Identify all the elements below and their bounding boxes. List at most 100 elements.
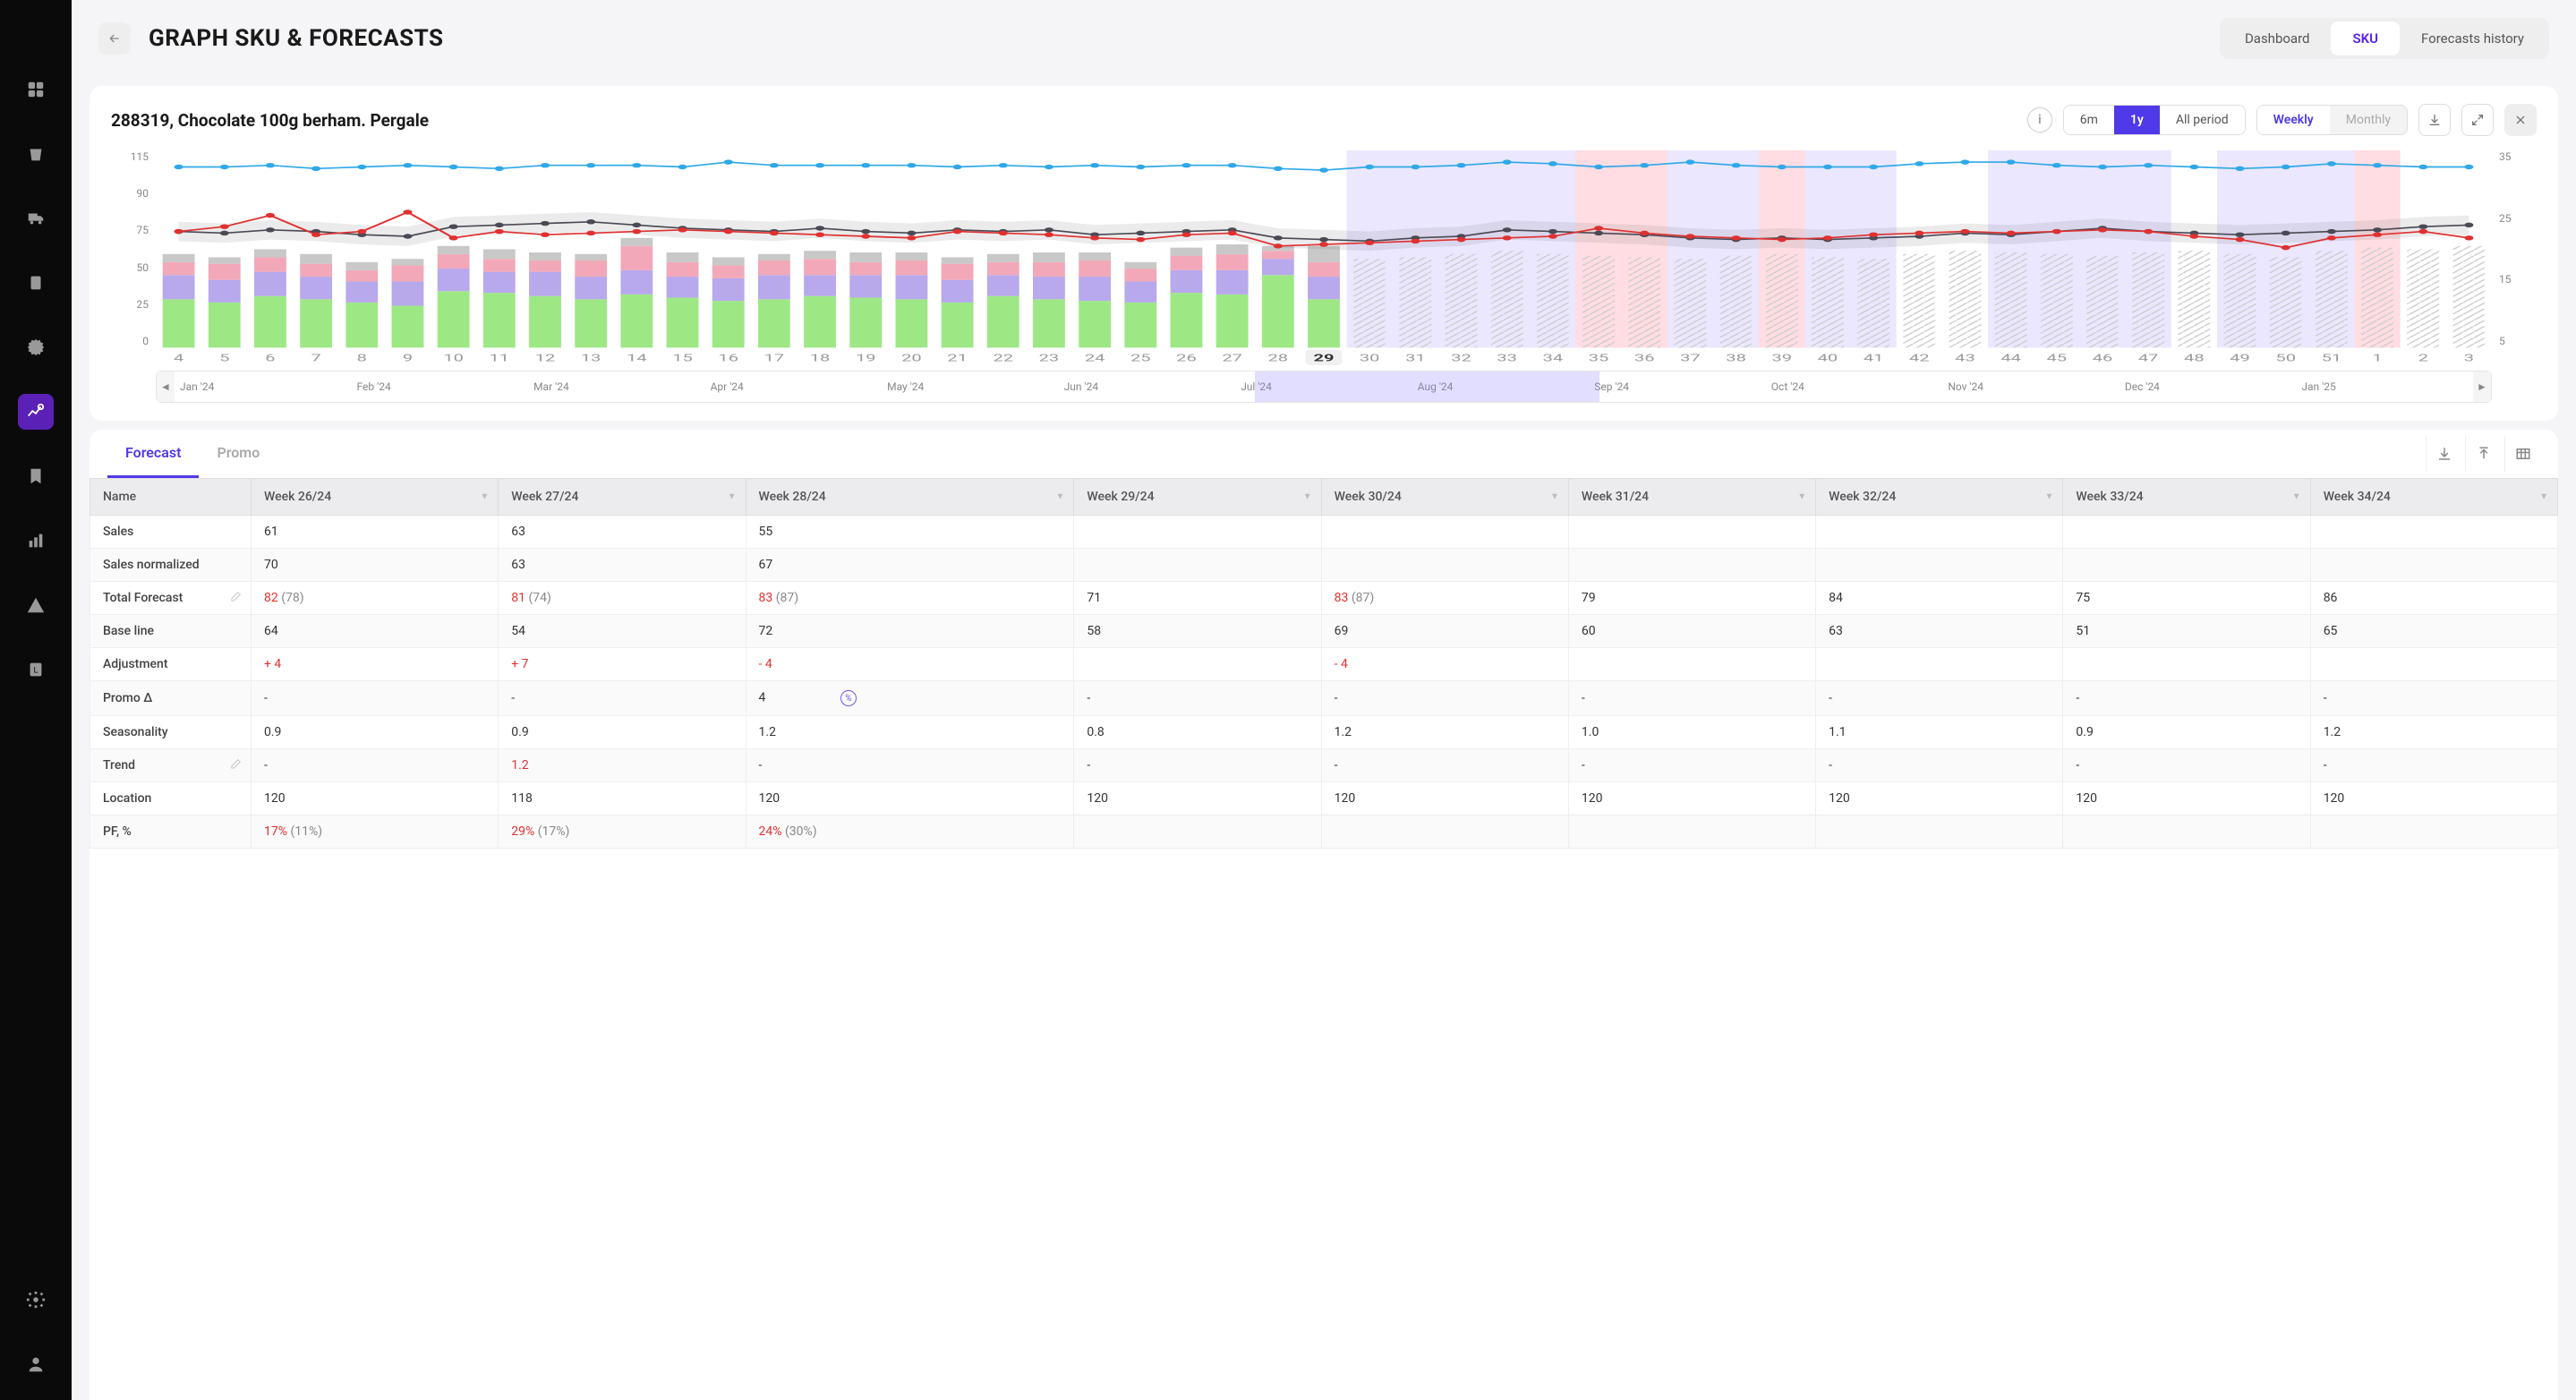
nav-bookmark-icon[interactable]: [18, 458, 54, 494]
table-cell: 4 %: [746, 681, 1074, 716]
period-segment: 6m 1y All period: [2063, 105, 2246, 135]
nav-user-icon[interactable]: [18, 1346, 54, 1382]
table-cell: 120: [1074, 782, 1321, 815]
edit-icon[interactable]: [229, 758, 242, 774]
table-header[interactable]: Week 34/24▼: [2310, 479, 2557, 516]
edit-icon[interactable]: [229, 591, 242, 607]
table-cell: 1.0: [1568, 716, 1815, 749]
tab-forecast[interactable]: Forecast: [107, 430, 199, 478]
table-cell: 63: [499, 516, 746, 549]
table-cell: - 4: [746, 648, 1074, 681]
timeline-range[interactable]: [1255, 371, 1599, 402]
table-cell: [1816, 549, 2063, 582]
table-header[interactable]: Week 28/24▼: [746, 479, 1074, 516]
granularity-weekly[interactable]: Weekly: [2257, 106, 2330, 134]
tab-forecasts-history[interactable]: Forecasts history: [2400, 21, 2546, 55]
upload-icon[interactable]: [2465, 436, 2501, 472]
row-name: Sales normalized: [90, 549, 252, 582]
table-header[interactable]: Week 26/24▼: [252, 479, 499, 516]
period-1y[interactable]: 1y: [2114, 106, 2160, 134]
svg-text:50: 50: [2275, 353, 2296, 364]
svg-text:39: 39: [1771, 353, 1792, 364]
svg-text:L: L: [34, 667, 38, 676]
table-cell: 75: [2063, 582, 2310, 615]
table-cell: 65: [2310, 615, 2557, 648]
table-cell: 120: [252, 782, 499, 815]
svg-text:35: 35: [1589, 353, 1609, 364]
table-cell: 72: [746, 615, 1074, 648]
table-cell: -: [1568, 681, 1815, 716]
table-cell: [1816, 648, 2063, 681]
svg-text:49: 49: [2230, 353, 2250, 364]
table-cell: 71: [1074, 582, 1321, 615]
tab-promo[interactable]: Promo: [199, 430, 277, 478]
svg-text:16: 16: [718, 353, 738, 364]
chart-body[interactable]: 4567891011121314151617181920212223242526…: [156, 150, 2492, 365]
back-button[interactable]: [98, 22, 131, 55]
close-icon[interactable]: [2504, 104, 2537, 136]
table-header[interactable]: Week 30/24▼: [1321, 479, 1568, 516]
period-all[interactable]: All period: [2160, 106, 2245, 134]
timeline-next[interactable]: ►: [2473, 371, 2491, 402]
svg-text:36: 36: [1634, 353, 1655, 364]
granularity-monthly[interactable]: Monthly: [2330, 106, 2407, 134]
tab-dashboard[interactable]: Dashboard: [2223, 21, 2332, 55]
info-icon[interactable]: i: [2027, 107, 2052, 132]
table-header[interactable]: Name: [90, 479, 252, 516]
chart-svg: 4567891011121314151617181920212223242526…: [156, 150, 2492, 365]
table-cell: 118: [499, 782, 746, 815]
svg-text:34: 34: [1543, 353, 1564, 364]
export-icon[interactable]: [2426, 436, 2461, 472]
nav-logs-icon[interactable]: L: [18, 652, 54, 687]
table-cell: 63: [1816, 615, 2063, 648]
nav-bars-icon[interactable]: [18, 523, 54, 559]
table-row: Adjustment+ 4+ 7- 4- 4: [90, 648, 2558, 681]
svg-text:25: 25: [1130, 353, 1151, 364]
table-cell: 1.2: [2310, 716, 2557, 749]
table-cell: 51: [2063, 615, 2310, 648]
table-header[interactable]: Week 31/24▼: [1568, 479, 1815, 516]
table-cell: 63: [499, 549, 746, 582]
nav-alert-icon[interactable]: [18, 587, 54, 623]
svg-text:21: 21: [947, 353, 968, 364]
y-axis-right: 3525155: [2492, 150, 2537, 365]
download-icon[interactable]: [2418, 104, 2451, 136]
nav-settings-icon[interactable]: [18, 1282, 54, 1318]
nav-truck-icon[interactable]: [18, 201, 54, 236]
table-cell: [1816, 516, 2063, 549]
table-cell: 60: [1568, 615, 1815, 648]
table-container[interactable]: NameWeek 26/24▼Week 27/24▼Week 28/24▼Wee…: [90, 478, 2558, 1400]
columns-icon[interactable]: [2504, 436, 2540, 472]
table-cell: [2063, 815, 2310, 849]
chart-controls: i 6m 1y All period Weekly Monthly: [2027, 104, 2537, 136]
nav-forecast-icon[interactable]: [18, 394, 54, 430]
table-cell: [1568, 815, 1815, 849]
expand-icon[interactable]: [2461, 104, 2494, 136]
table-cell: 17% (11%): [252, 815, 499, 849]
table-cell: 1.2: [746, 716, 1074, 749]
svg-text:45: 45: [2047, 353, 2068, 364]
table-cell: [1568, 516, 1815, 549]
svg-text:48: 48: [2184, 353, 2205, 364]
nav-document-icon[interactable]: [18, 265, 54, 301]
table-cell: 0.9: [252, 716, 499, 749]
nav-dashboard-icon[interactable]: [18, 72, 54, 107]
table-header[interactable]: Week 27/24▼: [499, 479, 746, 516]
table-cell: -: [2310, 681, 2557, 716]
tab-sku[interactable]: SKU: [2331, 21, 2400, 55]
timeline[interactable]: ◄ Jan '24Feb '24Mar '24Apr '24May '24Jun…: [156, 371, 2492, 403]
nav-cup-icon[interactable]: [18, 136, 54, 172]
svg-text:4: 4: [174, 353, 183, 364]
table-cell: 61: [252, 516, 499, 549]
table-row: PF, %17% (11%)29% (17%)24% (30%): [90, 815, 2558, 849]
svg-text:13: 13: [581, 353, 601, 364]
nav-discount-icon[interactable]: [18, 329, 54, 365]
period-6m[interactable]: 6m: [2064, 106, 2114, 134]
table-header[interactable]: Week 33/24▼: [2063, 479, 2310, 516]
svg-text:14: 14: [627, 353, 647, 364]
svg-text:37: 37: [1680, 353, 1701, 364]
table-header[interactable]: Week 32/24▼: [1816, 479, 2063, 516]
timeline-prev[interactable]: ◄: [157, 371, 175, 402]
table-header[interactable]: Week 29/24▼: [1074, 479, 1321, 516]
table-cell: -: [1321, 681, 1568, 716]
